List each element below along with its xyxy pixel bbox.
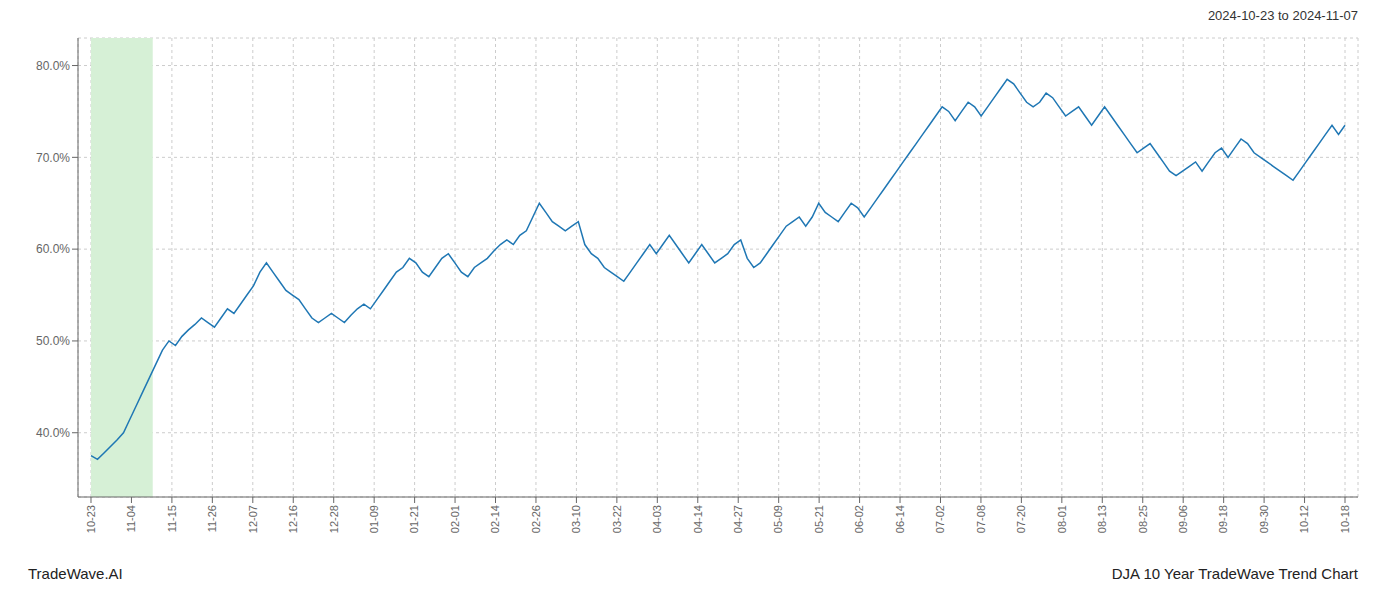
svg-text:03-22: 03-22 [611,505,623,533]
svg-text:02-01: 02-01 [449,505,461,533]
svg-text:05-09: 05-09 [772,505,784,533]
svg-text:03-10: 03-10 [570,505,582,533]
html-text:2024-10-23 to 2024-11-07: 2024-10-23 to 2024-11-07 [1207,8,1358,23]
svg-text:01-09: 01-09 [368,505,380,533]
svg-text:60.0%: 60.0% [36,242,70,256]
svg-text:08-13: 08-13 [1096,505,1108,533]
svg-text:07-20: 07-20 [1015,505,1027,533]
svg-text:02-26: 02-26 [530,505,542,533]
svg-text:09-06: 09-06 [1177,505,1189,533]
svg-text:10-18: 10-18 [1339,505,1351,533]
svg-text:11-15: 11-15 [166,505,178,532]
svg-text:12-28: 12-28 [328,505,340,533]
svg-text:07-08: 07-08 [975,505,987,533]
svg-text:10-23: 10-23 [85,505,97,533]
svg-text:09-30: 09-30 [1258,505,1270,533]
svg-text:04-14: 04-14 [692,505,704,533]
svg-text:12-07: 12-07 [247,505,259,533]
svg-text:07-02: 07-02 [934,505,946,533]
svg-text:05-21: 05-21 [813,505,825,533]
svg-text:09-18: 09-18 [1217,505,1229,533]
svg-text:12-16: 12-16 [287,505,299,533]
svg-text:11-26: 11-26 [206,505,218,532]
svg-text:11-04: 11-04 [125,505,137,532]
svg-text:01-21: 01-21 [408,505,420,533]
svg-text:04-03: 04-03 [651,505,663,533]
svg-text:70.0%: 70.0% [36,151,70,165]
svg-text:06-14: 06-14 [894,505,906,533]
svg-text:08-01: 08-01 [1056,505,1068,533]
svg-text:10-12: 10-12 [1298,505,1310,533]
svg-text:80.0%: 80.0% [36,59,70,73]
html-text:DJA 10 Year TradeWave Trend Ch: DJA 10 Year TradeWave Trend Chart [1111,565,1358,582]
svg-text:50.0%: 50.0% [36,334,70,348]
svg-text:02-14: 02-14 [489,505,501,533]
svg-text:06-02: 06-02 [853,505,865,533]
svg-text:08-25: 08-25 [1137,505,1149,533]
svg-text:40.0%: 40.0% [36,426,70,440]
svg-text:04-27: 04-27 [732,505,744,533]
html-text:TradeWave.AI: TradeWave.AI [28,565,123,582]
